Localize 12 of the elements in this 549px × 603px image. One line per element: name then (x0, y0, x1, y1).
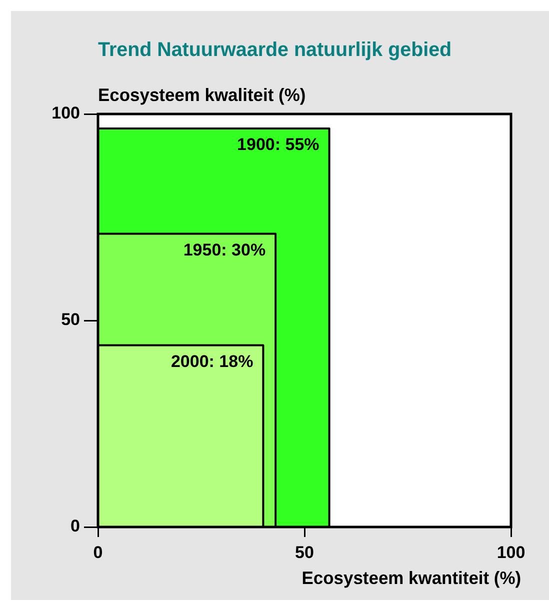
y-tick-label: 50 (61, 310, 80, 330)
x-tick-label: 0 (93, 542, 103, 562)
x-tick-label: 100 (496, 542, 526, 562)
x-tick-label: 50 (295, 542, 314, 562)
y-tick-label: 0 (70, 516, 80, 536)
x-axis-title: Ecosysteem kwantiteit (%) (302, 568, 521, 588)
chart-title: Trend Natuurwaarde natuurlijk gebied (98, 39, 452, 61)
series-label: 1950: 30% (183, 240, 266, 260)
y-tick-label: 100 (52, 104, 80, 123)
series-label: 2000: 18% (170, 352, 254, 371)
y-axis-title: Ecosysteem kwaliteit (%) (98, 85, 306, 105)
series-label: 1900: 55% (237, 135, 320, 154)
